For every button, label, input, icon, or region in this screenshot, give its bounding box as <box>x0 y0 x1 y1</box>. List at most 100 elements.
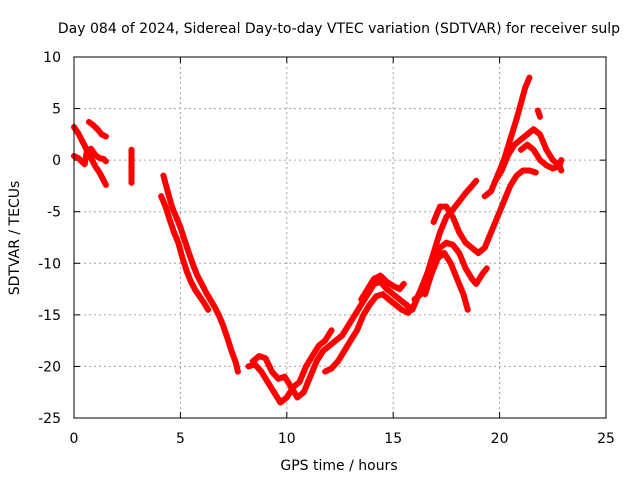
data-point <box>296 378 303 385</box>
data-point <box>377 272 384 279</box>
data-point <box>281 373 288 380</box>
data-point <box>354 327 361 334</box>
data-point <box>522 84 529 91</box>
data-point <box>462 239 469 246</box>
data-point <box>100 177 107 184</box>
data-point <box>256 353 263 360</box>
x-tick-label: 15 <box>384 431 402 447</box>
data-point <box>488 229 495 236</box>
series-isolated <box>128 146 135 186</box>
data-point <box>79 138 86 145</box>
data-point <box>245 363 252 370</box>
data-point <box>430 219 437 226</box>
data-point <box>205 306 212 313</box>
data-point <box>275 375 282 382</box>
series-rise-c <box>517 141 565 172</box>
y-tick-label: 0 <box>52 153 61 169</box>
data-point <box>85 118 92 125</box>
data-point <box>398 306 405 313</box>
x-tick-label: 25 <box>597 431 615 447</box>
data-point <box>517 136 524 143</box>
data-point <box>315 342 322 349</box>
data-point <box>507 136 514 143</box>
y-tick-label: 10 <box>43 50 61 66</box>
data-point <box>162 203 169 210</box>
data-point <box>307 373 314 380</box>
data-point <box>185 249 192 256</box>
x-tick-label: 5 <box>176 431 185 447</box>
data-point <box>492 177 499 184</box>
data-point <box>498 167 505 174</box>
chart-title: Day 084 of 2024, Sidereal Day-to-day VTE… <box>58 21 620 37</box>
series-trace <box>492 126 565 184</box>
data-point <box>75 130 82 137</box>
data-point <box>383 278 390 285</box>
series-late-arc-b <box>422 249 471 313</box>
data-point <box>262 355 269 362</box>
data-point <box>300 389 307 396</box>
data-point <box>517 146 524 153</box>
data-point <box>319 347 326 354</box>
y-tick-label: -25 <box>38 411 61 427</box>
data-point <box>188 278 195 285</box>
data-point <box>98 131 105 138</box>
data-point <box>385 296 392 303</box>
data-point <box>102 158 109 165</box>
x-tick-label: 10 <box>278 431 296 447</box>
data-point <box>166 216 173 223</box>
data-point <box>443 203 450 210</box>
data-point <box>177 224 184 231</box>
data-point <box>81 161 88 168</box>
series-trough-b <box>249 270 435 401</box>
y-tick-label: -5 <box>47 205 61 221</box>
y-tick-label: -10 <box>38 256 61 272</box>
data-point <box>473 280 480 287</box>
series-recovery-b <box>358 272 407 303</box>
data-point <box>513 115 520 122</box>
data-point <box>128 146 135 153</box>
data-point <box>228 347 235 354</box>
data-point <box>341 347 348 354</box>
data-point <box>379 291 386 298</box>
data-point <box>392 301 399 308</box>
data-point <box>234 368 241 375</box>
data-point <box>411 296 418 303</box>
data-point <box>328 365 335 372</box>
data-point <box>507 182 514 189</box>
data-point <box>258 368 265 375</box>
y-tick-label: -20 <box>38 359 61 375</box>
data-point <box>92 151 99 158</box>
data-point <box>207 296 214 303</box>
data-point <box>219 322 226 329</box>
series-main-descent <box>160 172 241 375</box>
data-point <box>173 213 180 220</box>
data-point <box>75 155 82 162</box>
series-early-arc-a <box>71 124 109 188</box>
data-point <box>96 169 103 176</box>
data-point <box>449 213 456 220</box>
data-point <box>360 311 367 318</box>
data-point <box>88 145 95 152</box>
data-point <box>200 299 207 306</box>
data-point <box>443 213 450 220</box>
data-point <box>373 293 380 300</box>
data-point <box>543 162 550 169</box>
data-point <box>128 179 135 186</box>
data-point <box>513 172 520 179</box>
data-point <box>158 193 165 200</box>
y-tick-label: -15 <box>38 308 61 324</box>
data-point <box>181 237 188 244</box>
data-point <box>383 286 390 293</box>
data-point <box>549 157 556 164</box>
data-point <box>183 268 190 275</box>
data-point <box>473 177 480 184</box>
data-point <box>494 213 501 220</box>
data-point <box>537 113 544 120</box>
data-point <box>128 172 135 179</box>
data-point <box>411 301 418 308</box>
data-point <box>462 190 469 197</box>
data-point <box>366 301 373 308</box>
data-point <box>202 289 209 296</box>
data-point <box>102 181 109 188</box>
data-point <box>83 148 90 155</box>
